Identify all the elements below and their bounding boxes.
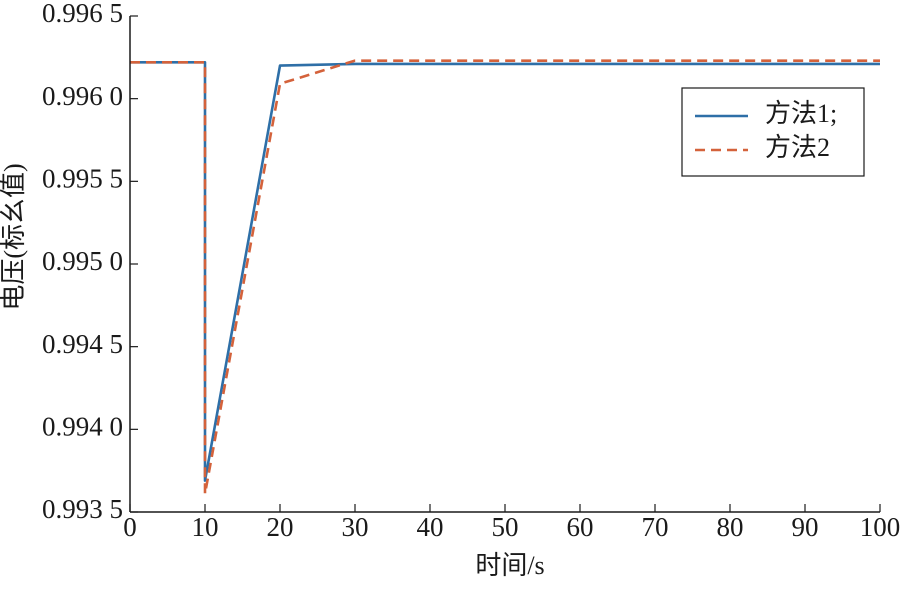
series-line-1: [130, 60, 880, 482]
y-tick-label: 0.995 0: [42, 246, 123, 276]
x-tick-label: 20: [267, 512, 294, 542]
x-axis-ticks: 0 10 20 30 40 50 60 70 80 90 100: [123, 504, 900, 542]
y-tick-label: 0.994 5: [42, 329, 123, 359]
y-tick-label: 0.994 0: [42, 412, 123, 442]
x-tick-label: 10: [192, 512, 219, 542]
x-tick-label: 80: [717, 512, 744, 542]
x-axis-title: 时间/s: [475, 551, 544, 580]
y-tick-label: 0.995 5: [42, 164, 123, 194]
x-tick-label: 0: [123, 512, 137, 542]
x-tick-label: 40: [417, 512, 444, 542]
legend: 方法1; 方法2: [681, 87, 865, 177]
y-tick-label: 0.996 0: [42, 81, 123, 111]
x-tick-label: 100: [860, 512, 901, 542]
x-tick-label: 90: [792, 512, 819, 542]
x-tick-label: 30: [342, 512, 369, 542]
series-line-2: [130, 59, 880, 496]
x-tick-label: 70: [642, 512, 669, 542]
legend-label-series-2: 方法2: [765, 133, 830, 162]
y-axis-ticks: 0.993 5 0.994 0 0.994 5 0.995 0 0.995 5 0.996…: [42, 0, 138, 524]
y-tick-label: 0.993 5: [42, 494, 123, 524]
x-tick-label: 60: [567, 512, 594, 542]
x-tick-label: 50: [492, 512, 519, 542]
legend-label-series-1: 方法1;: [765, 99, 837, 128]
legend-box: [681, 87, 865, 177]
plot-area: [130, 59, 880, 496]
y-axis-title: 电压(标幺值): [0, 163, 28, 310]
y-tick-label: 0.996 5: [42, 0, 123, 28]
